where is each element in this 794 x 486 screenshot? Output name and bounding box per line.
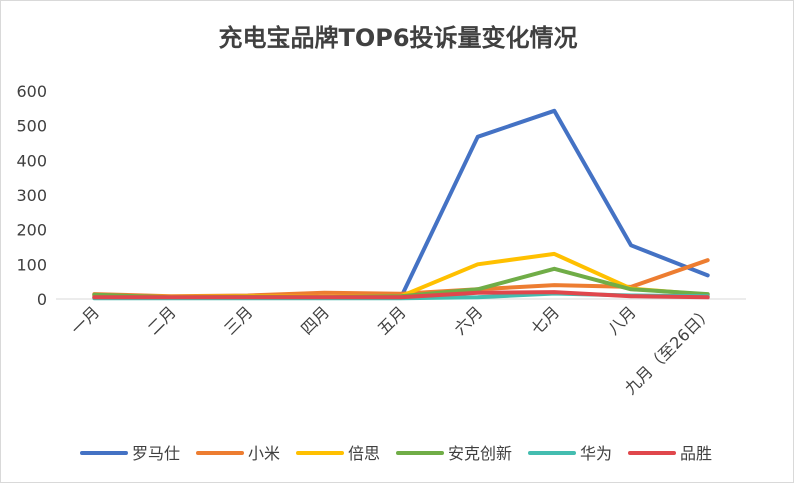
x-tick-label: 七月 [527,302,563,338]
y-tick-label: 600 [16,82,47,101]
legend-item: 罗马仕 [80,444,180,463]
legend-label: 小米 [248,444,280,463]
series-line-1 [92,258,710,299]
series-line-5 [92,290,710,300]
legend-item: 倍思 [296,444,380,463]
x-tick-label: 五月 [374,302,410,338]
series-line-2 [92,251,710,299]
series-lines [92,108,710,301]
y-axis: 0 100 200 300 400 500 600 [16,82,47,309]
legend-item: 品胜 [628,444,712,463]
y-tick-label: 400 [16,151,47,170]
y-tick-label: 0 [37,290,47,309]
legend-item: 华为 [528,444,612,463]
x-tick-label: 六月 [450,302,486,338]
chart-title: 充电宝品牌TOP6投诉量变化情况 [218,24,577,52]
y-tick-label: 300 [16,186,47,205]
y-tick-label: 500 [16,117,47,136]
legend-label: 罗马仕 [132,444,180,463]
legend-label: 品胜 [680,444,712,463]
x-tick-label: 四月 [297,302,333,338]
legend: 罗马仕 小米 倍思 安克创新 华为 品胜 [80,444,712,463]
legend-label: 倍思 [348,444,380,463]
y-tick-label: 100 [16,255,47,274]
series-line-0 [92,108,710,300]
y-tick-label: 200 [16,221,47,240]
legend-item: 小米 [196,444,280,463]
x-tick-label: 二月 [144,302,180,338]
legend-label: 华为 [580,444,612,463]
x-tick-label: 一月 [67,302,103,338]
legend-label: 安克创新 [448,444,512,463]
x-tick-label: 八月 [604,302,640,338]
legend-item: 安克创新 [396,444,512,463]
x-tick-label: 三月 [220,302,256,338]
